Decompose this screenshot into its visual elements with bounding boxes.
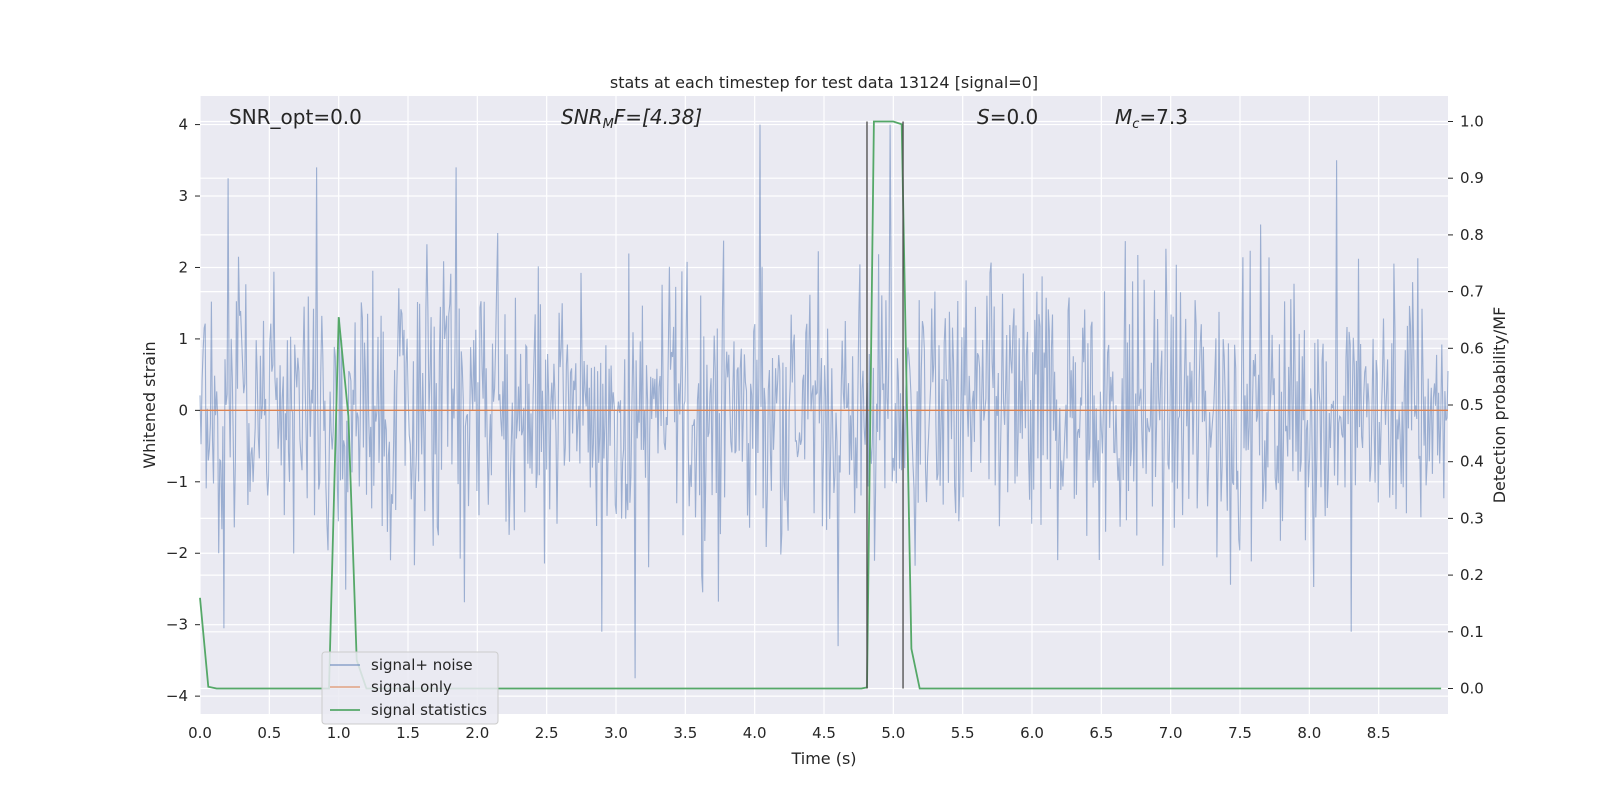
x-axis-ticks: 0.0 0.5 1.0 1.5 2.0 2.5 3.0 3.5 4.0 4.5 5.0 5.5 6.0 6… [188,724,1391,742]
annotation-snr-mf-main: SNR [561,105,603,129]
x-tick-label: 7.0 [1159,724,1183,742]
chart-title: stats at each timestep for test data 131… [610,73,1038,92]
annotation-s-label: S [977,105,990,129]
y-tick-label: 2 [178,258,188,276]
y-right-tick-label: 1.0 [1460,113,1484,131]
x-tick-label: 6.0 [1020,724,1044,742]
legend-label-signal-only: signal only [371,678,452,696]
y-tick-label: 0 [178,401,188,419]
annotation-s-value: =0.0 [990,105,1039,129]
y-right-tick-label: 0.6 [1460,339,1484,357]
x-tick-label: 2.5 [535,724,559,742]
x-tick-label: 0.0 [188,724,212,742]
x-tick-label: 1.5 [396,724,420,742]
y-tick-label: −1 [166,473,188,491]
x-tick-label: 2.0 [465,724,489,742]
annotation-mc: Mc=7.3 [1115,105,1188,132]
x-tick-label: 5.5 [951,724,975,742]
y-tick-label: 3 [178,187,188,205]
legend: signal+ noise signal only signal statist… [321,651,499,725]
annotation-s: S=0.0 [977,105,1038,129]
x-tick-label: 1.0 [327,724,351,742]
y-right-tick-label: 0.8 [1460,226,1484,244]
x-tick-label: 4.0 [743,724,767,742]
y-tick-label: −2 [166,544,188,562]
y-right-axis-label: Detection probability/MF [1490,307,1509,504]
series-signal-noise [199,124,1449,679]
x-tick-label: 3.5 [673,724,697,742]
vertical-markers [866,121,904,689]
y-right-tick-label: 0.5 [1460,396,1484,414]
x-tick-label: 7.5 [1228,724,1252,742]
legend-box [321,651,499,725]
x-tick-label: 8.5 [1367,724,1391,742]
y-right-tick-label: 0.9 [1460,169,1484,187]
x-tick-label: 4.5 [812,724,836,742]
annotation-snr-mf: SNRMF=[4.38] [561,105,702,132]
series-line-signal-noise [199,124,1449,679]
x-tick-label: 0.5 [257,724,281,742]
annotation-mc-value: =7.3 [1139,105,1188,129]
y-tick-label: −3 [166,616,188,634]
y-tick-label: 1 [178,330,188,348]
y-right-tick-label: 0.4 [1460,453,1484,471]
y-right-tick-label: 0.2 [1460,566,1484,584]
y-right-tick-label: 0.1 [1460,623,1484,641]
annotation-snr-mf-tail: F=[4.38] [614,105,702,129]
x-axis-label: Time (s) [790,749,856,768]
annotation-snr-opt: SNR_opt=0.0 [229,105,362,129]
y-right-tick-label: 0.0 [1460,679,1484,697]
y-right-tick-label: 0.7 [1460,283,1484,301]
y-right-tick-label: 0.3 [1460,509,1484,527]
y-tick-label: 4 [178,116,188,134]
x-tick-label: 5.0 [881,724,905,742]
x-tick-label: 8.0 [1297,724,1321,742]
x-tick-label: 3.0 [604,724,628,742]
y-right-axis-ticks: 1.0 0.9 0.8 0.7 0.6 0.5 0.4 0.3 0.2 0.1 0.0 [1448,113,1484,697]
annotation-mc-sub: c [1132,117,1139,132]
y-axis-ticks: 4 3 2 1 0 −1 −2 −3 −4 [166,116,200,705]
annotation-snr-mf-sub: M [603,117,614,132]
y-tick-label: −4 [166,687,188,705]
annotation-mc-label: M [1115,105,1132,129]
legend-label-signal-statistics: signal statistics [371,701,487,719]
y-axis-label: Whitened strain [140,341,159,468]
legend-label-signal-noise: signal+ noise [371,656,473,674]
x-tick-label: 6.5 [1089,724,1113,742]
